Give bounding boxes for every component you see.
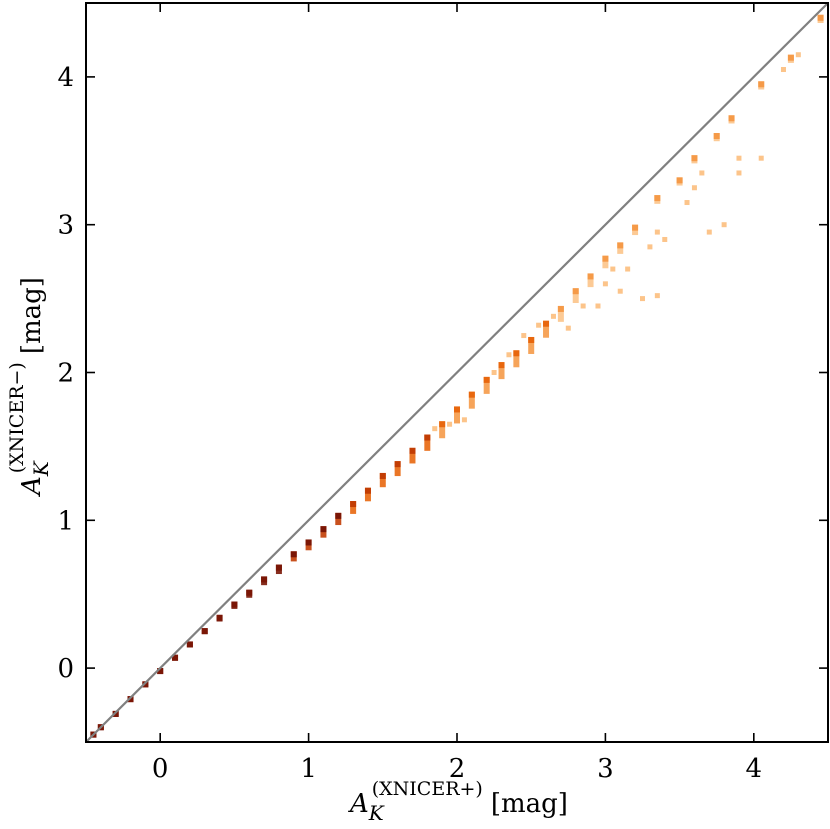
ticks-layer: 0 1 2 3 4 0 1 2 3 4 xyxy=(57,3,828,784)
data-point-outlier xyxy=(506,352,512,358)
data-point-core xyxy=(424,434,431,441)
data-point-core xyxy=(320,526,327,533)
data-point-core xyxy=(201,628,208,635)
x-axis-subscript: K xyxy=(368,801,385,825)
y-axis-label: AK(XNICER−) [mag] xyxy=(6,277,53,497)
data-point-outlier xyxy=(432,426,438,432)
data-point-core xyxy=(817,14,824,21)
data-point-core xyxy=(498,362,505,369)
data-point-core xyxy=(602,255,609,262)
data-point-outlier xyxy=(654,229,660,235)
x-tick-label: 3 xyxy=(597,754,614,784)
y-axis-subscript: K xyxy=(29,460,53,477)
x-axis-superscript: (XNICER+) xyxy=(372,778,483,800)
y-axis-superscript: (XNICER−) xyxy=(6,362,28,473)
data-point-core xyxy=(557,305,564,312)
y-tick-label: 3 xyxy=(57,211,74,241)
data-point-core xyxy=(246,589,253,596)
data-point-core xyxy=(350,501,357,508)
data-point-core xyxy=(454,406,460,413)
data-point-core xyxy=(305,539,312,546)
data-point-core xyxy=(787,54,794,61)
data-point-outlier xyxy=(625,266,631,272)
data-point-outlier xyxy=(684,200,690,206)
data-point-core xyxy=(364,487,371,494)
data-point-outlier xyxy=(736,155,742,161)
data-point-outlier xyxy=(461,417,467,423)
data-point-core xyxy=(691,155,698,162)
data-point-core xyxy=(409,447,416,454)
data-point-outlier xyxy=(580,303,586,309)
data-point-core xyxy=(587,273,594,280)
data-point-outlier xyxy=(758,155,764,161)
data-point-outlier xyxy=(662,236,668,242)
data-point-outlier xyxy=(602,281,608,287)
x-tick-label: 2 xyxy=(449,754,466,784)
data-point-outlier xyxy=(780,67,786,73)
data-point-core xyxy=(654,195,661,202)
data-point-core xyxy=(216,614,223,621)
x-axis-unit: [mag] xyxy=(491,789,568,819)
data-point-core xyxy=(676,177,683,184)
data-point-core xyxy=(513,350,520,357)
data-point-outlier xyxy=(706,229,712,235)
data-point-outlier xyxy=(795,52,801,58)
identity-reference-line xyxy=(86,3,828,742)
data-point-core xyxy=(172,654,179,661)
data-point-core xyxy=(572,288,579,295)
data-point-outlier xyxy=(565,325,571,331)
data-point-core xyxy=(543,320,550,327)
x-tick-label: 1 xyxy=(300,754,317,784)
data-point-outlier xyxy=(721,222,727,228)
x-tick-label: 0 xyxy=(152,754,169,784)
data-point-outlier xyxy=(491,370,497,375)
data-point-core xyxy=(713,133,720,140)
data-point-core xyxy=(157,668,164,675)
data-point-outlier xyxy=(691,185,697,191)
data-point-outlier xyxy=(647,244,653,250)
x-tick-label: 4 xyxy=(746,754,763,784)
data-point-core xyxy=(632,224,639,231)
data-point-outlier xyxy=(654,293,660,299)
data-point-core xyxy=(394,461,401,468)
data-point-outlier xyxy=(699,170,705,176)
y-tick-label: 4 xyxy=(57,63,74,93)
data-point-outlier xyxy=(640,296,645,302)
data-point-core xyxy=(528,336,535,343)
x-axis-symbol: A xyxy=(348,789,369,819)
y-tick-label: 0 xyxy=(57,654,74,684)
data-point-core xyxy=(186,641,193,648)
data-point-core xyxy=(231,601,238,608)
data-point-outlier xyxy=(610,266,616,272)
y-axis-unit: [mag] xyxy=(17,277,47,354)
data-point-core xyxy=(275,564,282,571)
data-point-core xyxy=(468,391,475,398)
plot-area xyxy=(86,3,828,742)
y-tick-label: 2 xyxy=(57,359,74,389)
data-point-outlier xyxy=(536,322,542,328)
data-point-outlier xyxy=(736,170,742,176)
y-axis-symbol: A xyxy=(17,476,47,497)
data-point-outlier xyxy=(595,303,601,309)
data-point-core xyxy=(290,551,297,558)
data-point-core xyxy=(728,115,735,122)
y-tick-label: 1 xyxy=(57,506,74,536)
data-point-core xyxy=(617,242,624,249)
data-point-core xyxy=(439,421,446,428)
data-point-outlier xyxy=(550,313,556,319)
data-point-outlier xyxy=(521,333,527,339)
data-point-outlier xyxy=(447,421,453,427)
data-point-core xyxy=(483,376,490,383)
data-point-core xyxy=(758,81,765,88)
data-point-core xyxy=(261,576,268,583)
data-point-outlier xyxy=(617,288,623,294)
data-point-core xyxy=(379,472,386,479)
x-axis-label: AK(XNICER+) [mag] xyxy=(348,778,568,825)
data-point-core xyxy=(335,512,342,519)
